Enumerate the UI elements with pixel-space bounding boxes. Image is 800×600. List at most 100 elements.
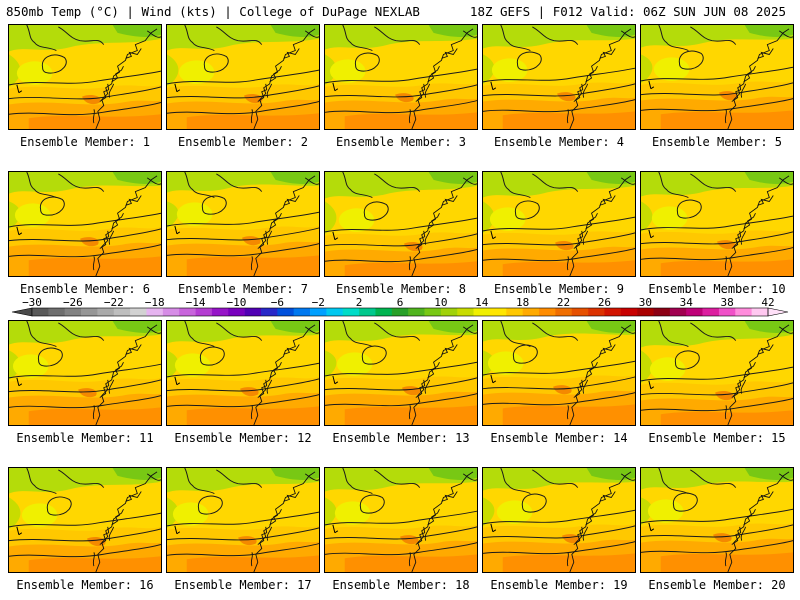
colorbar-swatch [735,308,752,316]
colorbar-swatch [653,308,671,316]
colorbar-swatch [489,308,507,316]
colorbar-swatch [179,308,196,316]
colorbar-swatch [718,308,736,316]
temperature-map [640,24,794,130]
colorbar-swatch [539,308,556,316]
temperature-map [482,320,636,426]
header-title: 850mb Temp (°C) | Wind (kts) | College o… [6,4,420,19]
colorbar-swatch [588,308,605,316]
colorbar-swatch [195,308,213,316]
colorbar-swatch [48,308,66,316]
ensemble-member-label: Ensemble Member: 9 [493,282,625,296]
colorbar-swatch [604,308,622,316]
temperature-map [324,467,478,573]
colorbar-swatch [424,308,442,316]
colorbar-tick-label: −26 [63,296,83,309]
ensemble-member-label: Ensemble Member: 15 [648,431,786,445]
temperature-map [8,171,162,277]
ensemble-member-label: Ensemble Member: 11 [16,431,154,445]
colorbar-swatch [359,308,376,316]
colorbar-swatch [473,308,491,316]
colorbar-swatch [81,308,98,316]
colorbar-tick-label: 6 [397,296,404,309]
ensemble-member-label: Ensemble Member: 19 [490,578,628,592]
colorbar-left-arrow [11,307,33,317]
temperature-colorbar: −30 −26 −22 −18 −14 −10 −6 −2 2 6 10 14 18 22 26 30 34 38… [11,296,789,317]
colorbar-tick-label: −22 [104,296,124,309]
ensemble-member-label: Ensemble Member: 13 [332,431,470,445]
colorbar-swatch [408,308,425,316]
ensemble-member-label: Ensemble Member: 8 [335,282,467,296]
colorbar-tick-label: −18 [145,296,165,309]
colorbar-swatch [506,308,523,316]
colorbar-swatch [669,308,687,316]
temperature-map [324,171,478,277]
colorbar-swatch [293,308,311,316]
ensemble-member-label: Ensemble Member: 18 [332,578,470,592]
colorbar-swatch [686,308,703,316]
temperature-map [640,171,794,277]
temperature-map [166,467,320,573]
ensemble-member-label: Ensemble Member: 3 [335,135,467,149]
ensemble-member-label: Ensemble Member: 16 [16,578,154,592]
temperature-map [166,24,320,130]
colorbar-swatch [113,308,131,316]
colorbar-tick-label: 42 [761,296,774,309]
colorbar-swatch [751,308,769,316]
colorbar-swatch [375,308,393,316]
colorbar-swatch [637,308,654,316]
colorbar-swatch [571,308,589,316]
ensemble-member-label: Ensemble Member: 20 [648,578,786,592]
ensemble-member-label: Ensemble Member: 5 [651,135,783,149]
ensemble-member-label: Ensemble Member: 6 [19,282,151,296]
ensemble-member-label: Ensemble Member: 10 [648,282,786,296]
colorbar-tick-label: 22 [557,296,570,309]
ensemble-member-label: Ensemble Member: 12 [174,431,312,445]
colorbar-tick-label: 10 [434,296,447,309]
colorbar-tick-label: 26 [598,296,611,309]
colorbar-swatch [162,308,180,316]
colorbar-swatch [244,308,262,316]
colorbar-tick-label: −30 [22,296,42,309]
colorbar-swatch [130,308,147,316]
temperature-map [482,24,636,130]
colorbar-tick-label: −6 [271,296,284,309]
colorbar-swatch [64,308,82,316]
colorbar-swatch [260,308,278,316]
temperature-map [166,320,320,426]
colorbar-swatch [32,308,49,316]
temperature-map [324,320,478,426]
temperature-map [8,320,162,426]
temperature-map [482,467,636,573]
ensemble-member-label: Ensemble Member: 14 [490,431,628,445]
colorbar-swatch [457,308,474,316]
colorbar-tick-label: −2 [312,296,325,309]
colorbar-swatch [228,308,245,316]
colorbar-swatch [391,308,409,316]
colorbar-swatch [146,308,164,316]
colorbar-swatch [211,308,229,316]
temperature-map [640,467,794,573]
ensemble-member-label: Ensemble Member: 7 [177,282,309,296]
colorbar-tick-label: −10 [227,296,247,309]
temperature-map [482,171,636,277]
colorbar-right-arrow [767,307,789,317]
ensemble-member-label: Ensemble Member: 2 [177,135,309,149]
temperature-map [8,24,162,130]
colorbar-swatch [620,308,638,316]
colorbar-swatch [97,308,115,316]
temperature-map [640,320,794,426]
colorbar-tick-label: 14 [475,296,489,309]
colorbar-tick-label: 38 [720,296,733,309]
temperature-map [324,24,478,130]
colorbar-swatch [440,308,458,316]
temperature-map [166,171,320,277]
colorbar-tick-label: 18 [516,296,529,309]
colorbar-swatch [277,308,294,316]
colorbar-swatch [522,308,540,316]
colorbar-swatch [326,308,344,316]
ensemble-member-label: Ensemble Member: 17 [174,578,312,592]
colorbar-tick-label: 34 [680,296,694,309]
colorbar-tick-label: −14 [186,296,206,309]
temperature-map [8,467,162,573]
